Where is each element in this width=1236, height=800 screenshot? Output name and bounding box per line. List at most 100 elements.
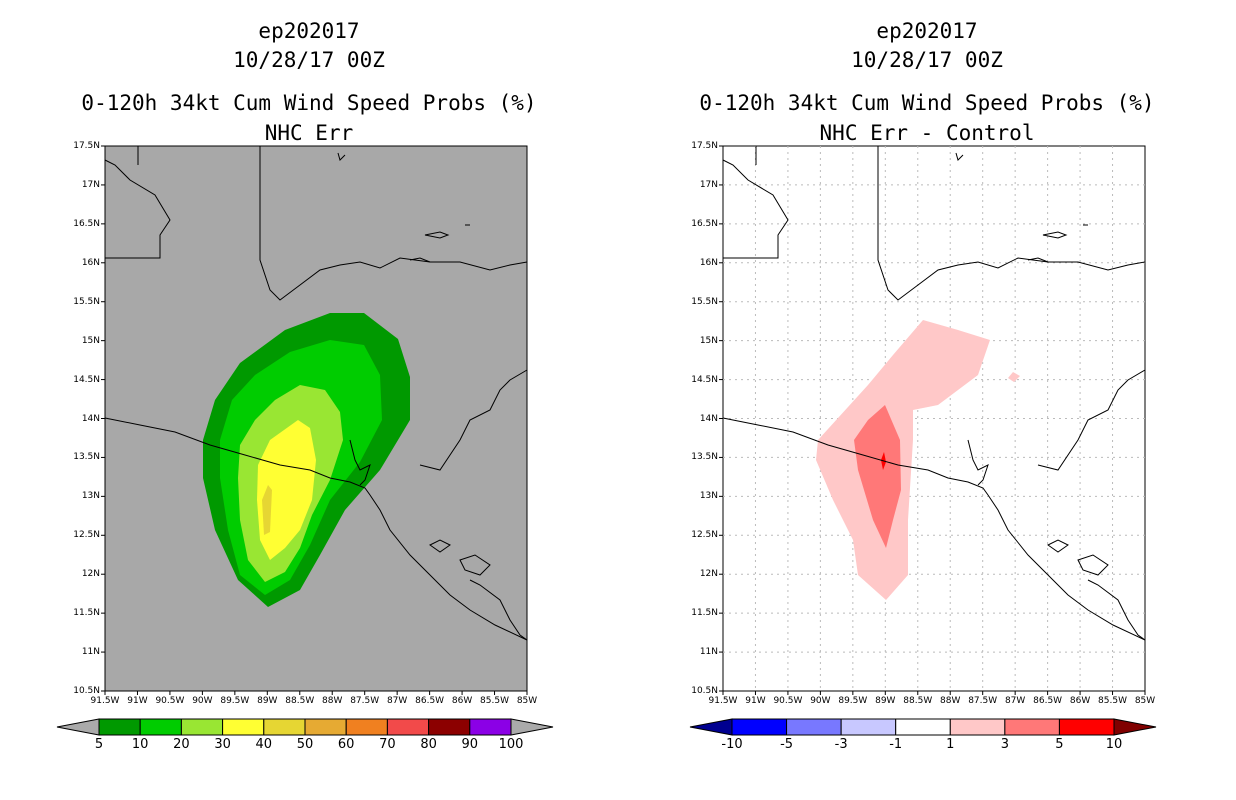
colorbar-label: 90 xyxy=(461,737,479,752)
lat-label: 11N xyxy=(81,647,100,658)
lat-label: 14N xyxy=(81,413,100,424)
axis-ticks xyxy=(101,145,528,695)
lat-label: 16.5N xyxy=(691,218,718,229)
contour-40 xyxy=(262,485,272,535)
lon-label: 90W xyxy=(192,696,213,706)
lon-label: 91.5W xyxy=(708,696,738,706)
colorbar-over-arrow xyxy=(510,718,554,736)
colorbar-label: 100 xyxy=(498,737,524,752)
lat-label: 16.5N xyxy=(73,218,100,229)
colorbar-swatch xyxy=(98,718,141,736)
contour-30 xyxy=(257,420,316,560)
lon-label: 86W xyxy=(1069,696,1091,706)
lon-label: 90.5W xyxy=(773,696,803,706)
colorbar-swatch xyxy=(386,718,430,736)
lon-label: 87.5W xyxy=(968,696,998,706)
lat-label: 15.5N xyxy=(691,296,718,307)
lat-label: 14.5N xyxy=(73,374,100,385)
colorbar-label: 80 xyxy=(420,737,437,752)
colorbar-label: 1 xyxy=(946,737,955,752)
lat-label: 16N xyxy=(81,257,100,268)
lon-label: 88.5W xyxy=(285,696,315,706)
lat-label: 12.5N xyxy=(691,530,718,541)
lon-label: 88W xyxy=(322,696,343,706)
colorbar-swatch xyxy=(731,718,788,736)
lon-label: 90W xyxy=(810,696,831,706)
left-panel: ep202017 10/28/17 00Z 0-120h 34kt Cum Wi… xyxy=(56,19,554,752)
colorbar xyxy=(689,718,1157,736)
lon-label: 86W xyxy=(451,696,473,706)
run-title: NHC Err - Control xyxy=(819,121,1035,145)
colorbar-swatch xyxy=(428,718,471,736)
coastlines xyxy=(104,146,528,641)
lon-label: 88W xyxy=(940,696,961,706)
lon-label: 88.5W xyxy=(903,696,933,706)
colorbar-swatch xyxy=(840,718,897,736)
colorbar-swatch xyxy=(222,718,265,736)
diff-1-to-3-small xyxy=(1008,372,1020,382)
storm-id-title: ep202017 xyxy=(876,19,978,43)
lat-label: 12.5N xyxy=(73,530,100,541)
run-title: NHC Err xyxy=(264,121,354,145)
lat-label: 17N xyxy=(699,179,718,190)
colorbar-label: -10 xyxy=(721,737,743,752)
colorbar-swatch xyxy=(345,718,388,736)
lon-label: 89W xyxy=(875,696,896,706)
colorbar-label: 40 xyxy=(255,737,273,752)
lat-label: 10.5N xyxy=(73,686,100,696)
lon-label: 91W xyxy=(745,696,766,706)
init-time-title: 10/28/17 00Z xyxy=(851,48,1003,72)
colorbar-label: 70 xyxy=(379,737,396,752)
colorbar-over-arrow xyxy=(1113,718,1157,736)
colorbar-swatch xyxy=(895,718,951,736)
colorbar-label: 50 xyxy=(296,737,314,752)
lat-label: 11N xyxy=(699,647,718,658)
lat-label: 17N xyxy=(81,179,100,190)
colorbar-label: 10 xyxy=(131,737,149,752)
colorbar-label: -5 xyxy=(780,737,794,752)
lat-label: 13N xyxy=(81,491,100,502)
colorbar-swatch xyxy=(949,718,1006,736)
colorbar-under-arrow xyxy=(689,718,733,736)
product-title: 0-120h 34kt Cum Wind Speed Probs (%) xyxy=(699,91,1155,115)
lon-label: 87W xyxy=(1004,696,1026,706)
lon-label: 87W xyxy=(386,696,408,706)
lat-label: 15N xyxy=(699,335,718,346)
lat-label: 11.5N xyxy=(73,608,100,619)
colorbar-swatch xyxy=(786,718,842,736)
lat-label: 12N xyxy=(699,569,718,580)
colorbar xyxy=(56,718,554,736)
lat-label: 14N xyxy=(699,413,718,424)
lon-label: 89W xyxy=(257,696,278,706)
colorbar-label: 5 xyxy=(1055,737,1064,752)
colorbar-swatch xyxy=(180,718,224,736)
colorbar-label: 60 xyxy=(337,737,355,752)
lon-label: 87.5W xyxy=(350,696,380,706)
lat-label: 13.5N xyxy=(73,452,100,463)
lon-label: 85.5W xyxy=(1098,696,1127,706)
lat-label: 15N xyxy=(81,335,100,346)
lat-label: 17.5N xyxy=(691,141,718,151)
lat-label: 12N xyxy=(81,569,100,580)
axis-ticks xyxy=(719,145,1146,695)
lon-label: 90.5W xyxy=(155,696,185,706)
probability-map xyxy=(101,145,528,695)
lat-label: 11.5N xyxy=(691,608,718,619)
lon-label: 91.5W xyxy=(90,696,120,706)
colorbar-swatch xyxy=(304,718,347,736)
difference-map xyxy=(719,145,1146,695)
colorbar-under-arrow xyxy=(56,718,100,736)
colorbar-label: 3 xyxy=(1000,737,1009,752)
colorbar-label: -1 xyxy=(889,737,903,752)
lat-label: 10.5N xyxy=(691,686,718,696)
lat-label: 17.5N xyxy=(73,141,100,151)
lon-label: 85.5W xyxy=(480,696,509,706)
colorbar-label: 30 xyxy=(214,737,231,752)
colorbar-swatch xyxy=(1004,718,1060,736)
diff-1-to-3 xyxy=(816,320,990,600)
lon-label: 86.5W xyxy=(415,696,445,706)
lon-label: 89.5W xyxy=(838,696,868,706)
lat-label: 14.5N xyxy=(691,374,718,385)
colorbar-swatch xyxy=(469,718,512,736)
storm-id-title: ep202017 xyxy=(258,19,360,43)
